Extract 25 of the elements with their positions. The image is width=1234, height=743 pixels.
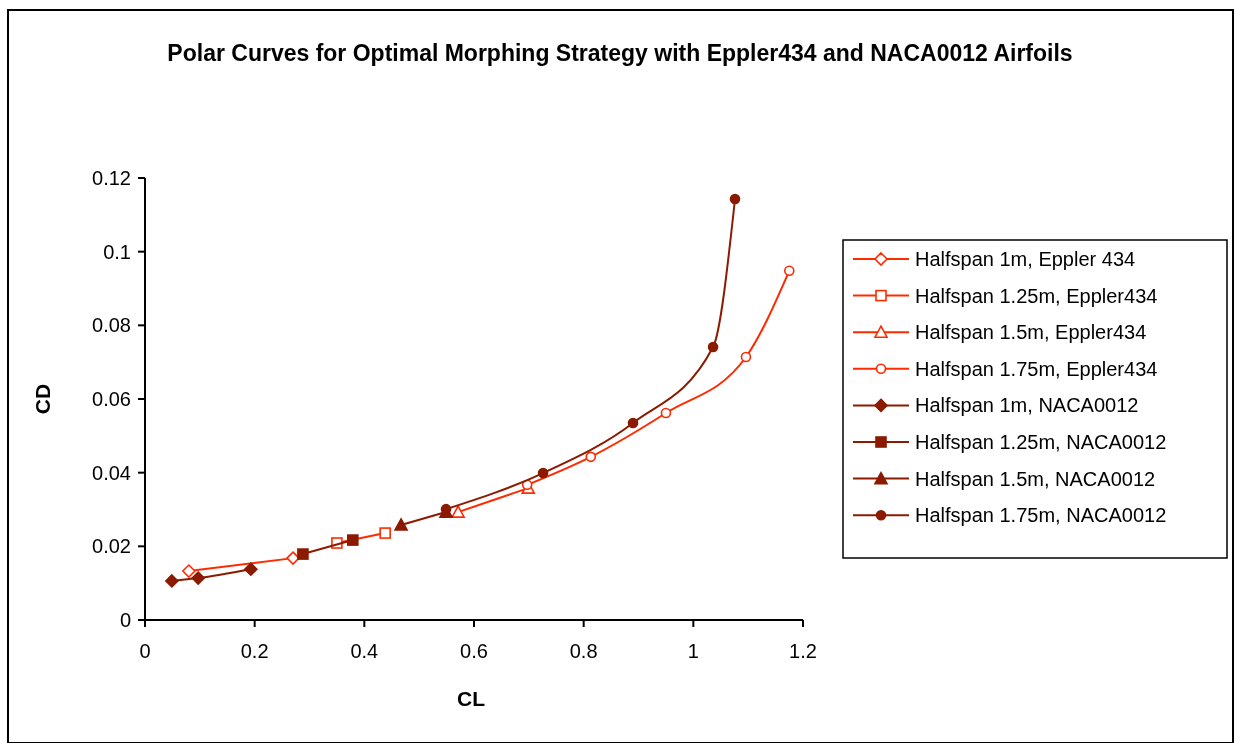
legend-label: Halfspan 1.25m, Eppler434 <box>915 284 1158 307</box>
legend-label: Halfspan 1.5m, NACA0012 <box>915 467 1156 490</box>
legend-label: Halfspan 1.25m, NACA0012 <box>915 431 1167 453</box>
x-tick-label: 1.2 <box>789 640 817 662</box>
y-tick-label: 0.12 <box>92 167 131 189</box>
y-tick-label: 0.08 <box>92 314 131 337</box>
y-tick-label: 0.02 <box>92 535 131 558</box>
x-tick-label: 0.4 <box>350 640 379 662</box>
chart-title: Polar Curves for Optimal Morphing Strategy with Eppler434 and NACA0012 Airfoils <box>166 39 1074 68</box>
legend-label: Halfspan 1m, NACA0012 <box>915 394 1139 417</box>
x-tick-label: 1 <box>687 640 699 662</box>
legend-label: Halfspan 1.75m, Eppler434 <box>915 357 1158 380</box>
x-tick-label: 0 <box>139 640 151 662</box>
x-axis-title: CL <box>457 687 486 710</box>
y-tick-label: 0.06 <box>92 388 131 410</box>
y-tick-label: 0.04 <box>92 461 131 484</box>
x-tick-label: 0.2 <box>240 640 269 662</box>
y-axis-title: CD <box>31 383 54 415</box>
legend-label: Halfspan 1.75m, NACA0012 <box>915 504 1167 527</box>
x-tick-label: 0.8 <box>569 640 598 662</box>
legend-label: Halfspan 1m, Eppler 434 <box>915 248 1136 270</box>
legend-label: Halfspan 1.5m, Eppler434 <box>915 321 1147 344</box>
y-tick-label: 0.1 <box>103 240 131 263</box>
y-tick-label: 0 <box>119 609 131 631</box>
x-tick-label: 0.6 <box>460 640 488 662</box>
